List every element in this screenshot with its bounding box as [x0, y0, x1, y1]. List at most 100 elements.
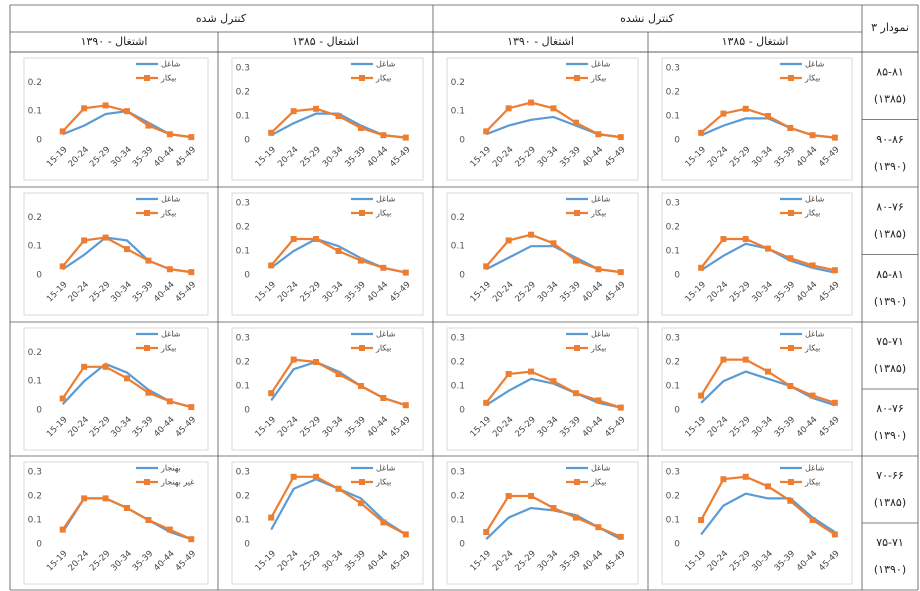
chart: 00.10.20.315-1920-2425-2930-3435-3940-44… [23, 461, 209, 585]
y-tick-label: 0.3 [666, 199, 680, 209]
row-range: ۸۵-۸۱ [876, 268, 904, 281]
legend-marker [788, 210, 794, 216]
legend-label: بیکار [804, 344, 820, 353]
point-marker [313, 359, 320, 365]
y-tick-label: 0.1 [451, 107, 465, 117]
y-tick-label: 0 [244, 406, 250, 416]
y-tick-label: 0 [459, 540, 465, 550]
point-marker [787, 383, 794, 389]
y-tick-label: 0 [244, 136, 250, 146]
y-tick-label: 0.1 [666, 516, 680, 526]
y-tick-label: 0.3 [236, 199, 250, 209]
legend-label: شاغل [591, 60, 611, 69]
chart-box [446, 461, 639, 585]
legend-label: شاغل [376, 464, 396, 473]
legend-label: بیکار [590, 478, 606, 487]
chart: 00.10.20.315-1920-2425-2930-3435-3940-44… [661, 327, 853, 451]
y-tick-label: 0.1 [451, 382, 465, 392]
point-marker [402, 531, 409, 538]
point-marker [528, 231, 535, 238]
point-marker [188, 536, 195, 543]
point-marker [698, 517, 705, 523]
y-tick-label: 0.2 [666, 358, 680, 368]
legend-marker [144, 345, 150, 351]
point-marker [81, 495, 88, 502]
legend-label: شاغل [805, 330, 825, 339]
chart-box [231, 192, 424, 316]
point-marker [402, 134, 409, 141]
y-tick-label: 0 [36, 271, 42, 281]
point-marker [572, 257, 579, 264]
legend-label: شاغل [161, 60, 181, 69]
point-marker [617, 404, 624, 411]
point-marker [742, 473, 749, 480]
y-tick-label: 0.2 [236, 492, 250, 502]
point-marker [698, 392, 705, 399]
legend-label: شاغل [591, 464, 611, 473]
y-tick-label: 0.1 [236, 112, 250, 122]
chart: 00.10.215-1920-2425-2930-3435-3940-4445-… [23, 192, 209, 316]
row-year: (۱۳۸۵) [874, 227, 906, 240]
y-tick-label: 0.1 [236, 382, 250, 392]
point-marker [290, 108, 297, 115]
point-marker [528, 368, 535, 375]
point-marker [268, 262, 275, 269]
point-marker [402, 269, 409, 276]
y-tick-label: 0 [674, 271, 680, 281]
row-year: (۱۳۹۰) [874, 563, 906, 576]
y-tick-label: 0.1 [451, 516, 465, 526]
legend-marker [359, 479, 365, 485]
legend-label: بیکار [375, 74, 391, 83]
chart: 00.10.215-1920-2425-2930-3435-3940-4445-… [446, 57, 639, 181]
legend-marker [144, 479, 150, 485]
chart-box [23, 461, 209, 585]
point-marker [809, 262, 816, 269]
column-header: اشتغال - ۱۳۹۰ [81, 35, 148, 48]
point-marker [188, 404, 195, 411]
point-marker [59, 263, 66, 270]
chart-box [23, 192, 209, 316]
point-marker [380, 519, 387, 526]
chart: 00.10.20.315-1920-2425-2930-3435-3940-44… [661, 461, 853, 585]
legend-marker [144, 75, 150, 81]
point-marker [380, 395, 387, 401]
point-marker [572, 119, 579, 126]
row-year: (۱۳۸۵) [874, 362, 906, 375]
point-marker [380, 132, 387, 139]
chart-box [231, 327, 424, 451]
row-range: ۷۵-۷۱ [876, 335, 904, 348]
legend-marker [788, 75, 794, 81]
y-tick-label: 0.1 [666, 112, 680, 122]
y-tick-label: 0 [459, 136, 465, 146]
legend-marker [359, 210, 365, 216]
row-range: ۸۰-۷۶ [876, 402, 904, 415]
point-marker [102, 495, 109, 502]
point-marker [124, 108, 130, 115]
point-marker [290, 356, 297, 363]
point-marker [809, 132, 816, 139]
y-tick-label: 0.1 [666, 247, 680, 257]
point-marker [550, 240, 557, 247]
legend-label: بیکار [160, 209, 176, 218]
legend-marker [788, 479, 794, 485]
y-tick-label: 0.2 [666, 492, 680, 502]
chart-box [446, 192, 639, 316]
row-year: (۱۳۹۰) [874, 295, 906, 308]
point-marker [268, 129, 275, 136]
column-header: اشتغال - ۱۳۸۵ [292, 35, 359, 48]
point-marker [357, 257, 364, 264]
point-marker [595, 131, 602, 138]
chart: 00.10.20.315-1920-2425-2930-3435-3940-44… [231, 192, 424, 316]
point-marker [102, 102, 109, 109]
y-tick-label: 0.1 [28, 377, 42, 387]
point-marker [313, 236, 320, 242]
legend-label: شاغل [591, 330, 611, 339]
point-marker [831, 399, 838, 406]
legend-label: شاغل [805, 195, 825, 204]
point-marker [550, 505, 557, 511]
point-marker [617, 134, 624, 141]
row-range: ۷۵-۷۱ [876, 536, 904, 549]
legend-marker [574, 345, 580, 351]
legend-marker [788, 345, 794, 351]
